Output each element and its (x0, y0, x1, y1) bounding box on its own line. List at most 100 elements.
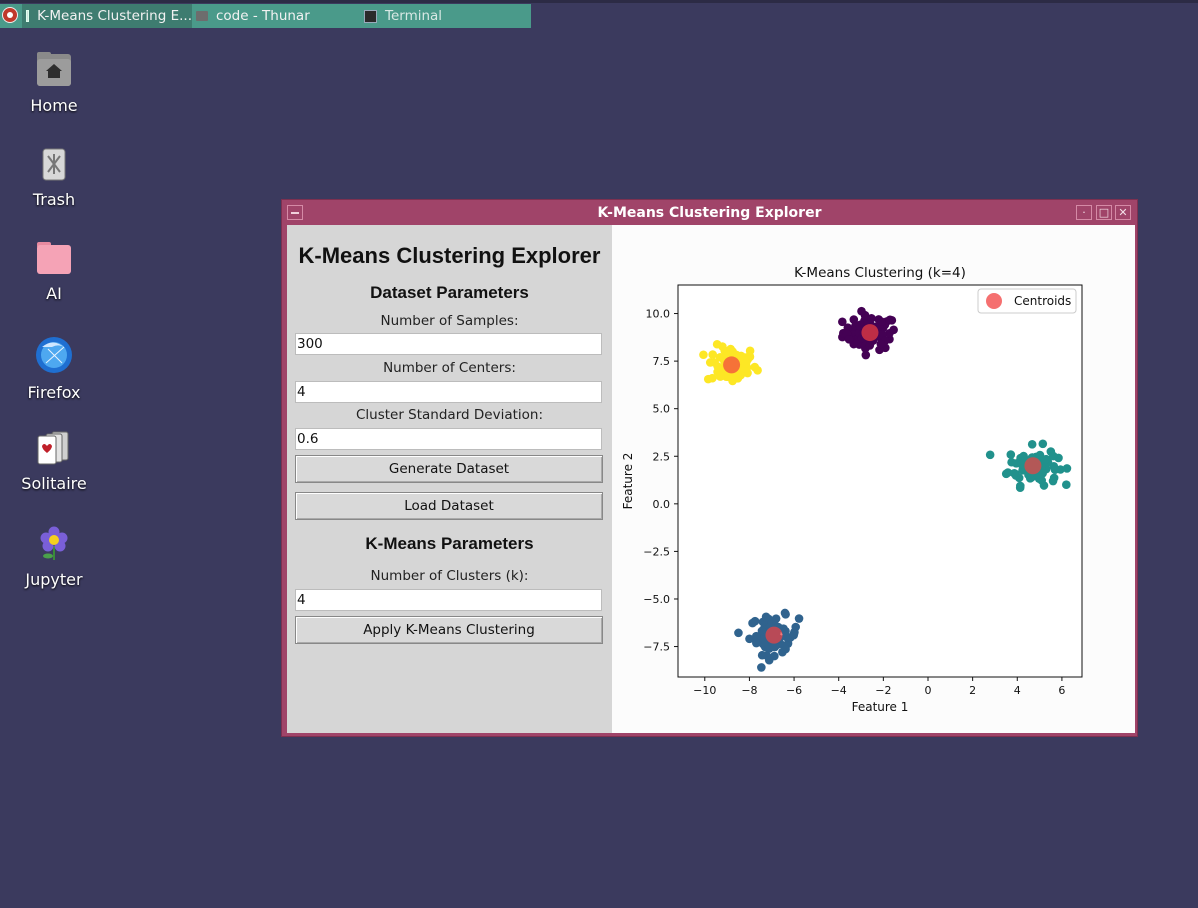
data-point-cluster-2 (1009, 469, 1019, 478)
apply-kmeans-button[interactable]: Apply K-Means Clustering (295, 616, 603, 644)
maximize-icon[interactable]: □ (1096, 205, 1112, 220)
desktop-icon-trash[interactable]: Trash (14, 146, 94, 209)
data-point-cluster-2 (1062, 480, 1071, 490)
close-icon[interactable]: ✕ (1115, 205, 1131, 220)
data-point-cluster-2 (1015, 483, 1025, 493)
y-tick-label: −5.0 (643, 593, 670, 606)
x-tick-label: 4 (1014, 684, 1021, 697)
data-point-cluster-3 (781, 626, 790, 636)
data-point-cluster-2 (985, 450, 995, 460)
x-tick-label: 2 (969, 684, 976, 697)
x-tick-label: −2 (875, 684, 891, 697)
dataset-parameters-heading: Dataset Parameters (370, 283, 529, 302)
centroid-marker (861, 324, 879, 342)
data-point-cluster-1 (716, 372, 725, 381)
y-tick-label: 5.0 (653, 403, 671, 416)
kmeans-parameters-heading: K-Means Parameters (365, 534, 534, 553)
terminal-icon (364, 9, 377, 23)
flower-icon (40, 526, 68, 560)
data-point-cluster-2 (1049, 451, 1058, 461)
desktop-icon-firefox[interactable]: Firefox (14, 335, 94, 402)
data-point-cluster-0 (889, 325, 898, 335)
data-point-cluster-0 (855, 321, 864, 331)
data-point-cluster-1 (699, 350, 708, 360)
legend-centroid-marker (986, 293, 1002, 309)
data-point-cluster-3 (748, 618, 757, 628)
std-label: Cluster Standard Deviation: (355, 407, 544, 423)
data-point-cluster-2 (1006, 450, 1016, 459)
desktop-icon-jupyter[interactable]: Jupyter (14, 524, 94, 589)
desktop-icon-label: AI (46, 284, 62, 303)
data-point-cluster-3 (734, 628, 743, 638)
data-point-cluster-0 (838, 317, 847, 327)
window-title[interactable]: K-Means Clustering Explorer (597, 205, 822, 221)
data-point-cluster-0 (844, 335, 854, 344)
data-point-cluster-3 (767, 641, 777, 651)
samples-input[interactable] (295, 333, 602, 355)
desktop-icon-label: Trash (32, 190, 76, 209)
data-point-cluster-2 (1062, 464, 1072, 473)
task-label: code - Thunar (216, 8, 310, 24)
data-point-cluster-1 (712, 339, 722, 349)
data-point-cluster-0 (861, 350, 871, 360)
data-point-cluster-2 (1027, 439, 1037, 449)
desktop-icon-label: Solitaire (21, 474, 87, 493)
minimize-icon[interactable]: · (1076, 205, 1092, 220)
folder-icon (196, 11, 208, 21)
std-input[interactable] (295, 428, 602, 450)
data-point-cluster-2 (1003, 468, 1013, 477)
desktop-icon-home[interactable]: Home (14, 50, 94, 115)
centroid-marker (1024, 457, 1042, 475)
data-point-cluster-2 (1038, 469, 1047, 478)
kmeans-chart: K-Means Clustering (k=4) −10 −8 −6 −4 −2 0 2 4 6 −… (621, 265, 1083, 714)
x-tick-label: −10 (693, 684, 716, 697)
window-body: K-Means Clustering Explorer Dataset Para… (287, 225, 1135, 733)
legend-box (977, 288, 1077, 314)
data-point-cluster-3 (789, 629, 799, 639)
y-tick-label: −2.5 (643, 545, 670, 558)
data-point-cluster-2 (1041, 454, 1051, 464)
data-point-cluster-3 (761, 612, 771, 622)
data-point-cluster-2 (1048, 476, 1058, 486)
y-tick-label: −7.5 (643, 641, 670, 654)
app-title: K-Means Clustering Explorer (298, 243, 601, 268)
x-tick-label: 0 (924, 684, 931, 697)
window-icon (26, 10, 30, 22)
desktop-icon-label: Home (30, 96, 78, 115)
data-point-cluster-0 (885, 315, 895, 325)
x-tick-label: −8 (741, 684, 757, 697)
data-point-cluster-2 (1038, 439, 1048, 449)
window-menu-button[interactable] (287, 205, 303, 220)
load-dataset-button[interactable]: Load Dataset (295, 492, 603, 520)
data-point-cluster-3 (794, 614, 804, 623)
centers-input[interactable] (295, 381, 602, 403)
y-tick-label: 10.0 (646, 308, 671, 321)
task-kmeans-window[interactable]: K-Means Clustering E... (22, 4, 192, 28)
data-point-cluster-2 (1050, 465, 1060, 474)
data-point-cluster-3 (764, 655, 774, 665)
x-tick-label: −6 (786, 684, 802, 697)
data-point-cluster-1 (714, 363, 723, 372)
generate-dataset-button[interactable]: Generate Dataset (295, 455, 603, 483)
firefox-icon (36, 337, 72, 373)
task-label: K-Means Clustering E... (37, 8, 192, 24)
task-thunar[interactable]: code - Thunar (194, 4, 360, 28)
desktop-icon-solitaire[interactable]: Solitaire (14, 430, 94, 493)
centers-label: Number of Centers: (383, 360, 516, 376)
app-window: K-Means Clustering Explorer · □ ✕ K-Mean… (281, 199, 1138, 737)
desktop-icon-ai[interactable]: AI (14, 240, 94, 303)
x-axis-label: Feature 1 (852, 700, 909, 714)
k-input[interactable] (295, 589, 602, 611)
data-point-cluster-1 (750, 362, 760, 372)
desktop-icon-label: Firefox (27, 383, 81, 402)
data-point-cluster-3 (791, 622, 800, 632)
app-menu-icon[interactable] (2, 7, 18, 23)
task-terminal[interactable]: Terminal (364, 4, 524, 28)
y-tick-label: 2.5 (653, 450, 671, 463)
desktop-icon-label: Jupyter (25, 570, 83, 589)
data-point-cluster-2 (1037, 476, 1047, 485)
plot-area: K-Means Clustering (k=4) −10 −8 −6 −4 −2 0 2 4 6 −… (612, 225, 1135, 733)
home-folder-icon (37, 52, 71, 86)
data-point-cluster-1 (708, 373, 717, 383)
control-panel: K-Means Clustering Explorer Dataset Para… (287, 225, 612, 733)
